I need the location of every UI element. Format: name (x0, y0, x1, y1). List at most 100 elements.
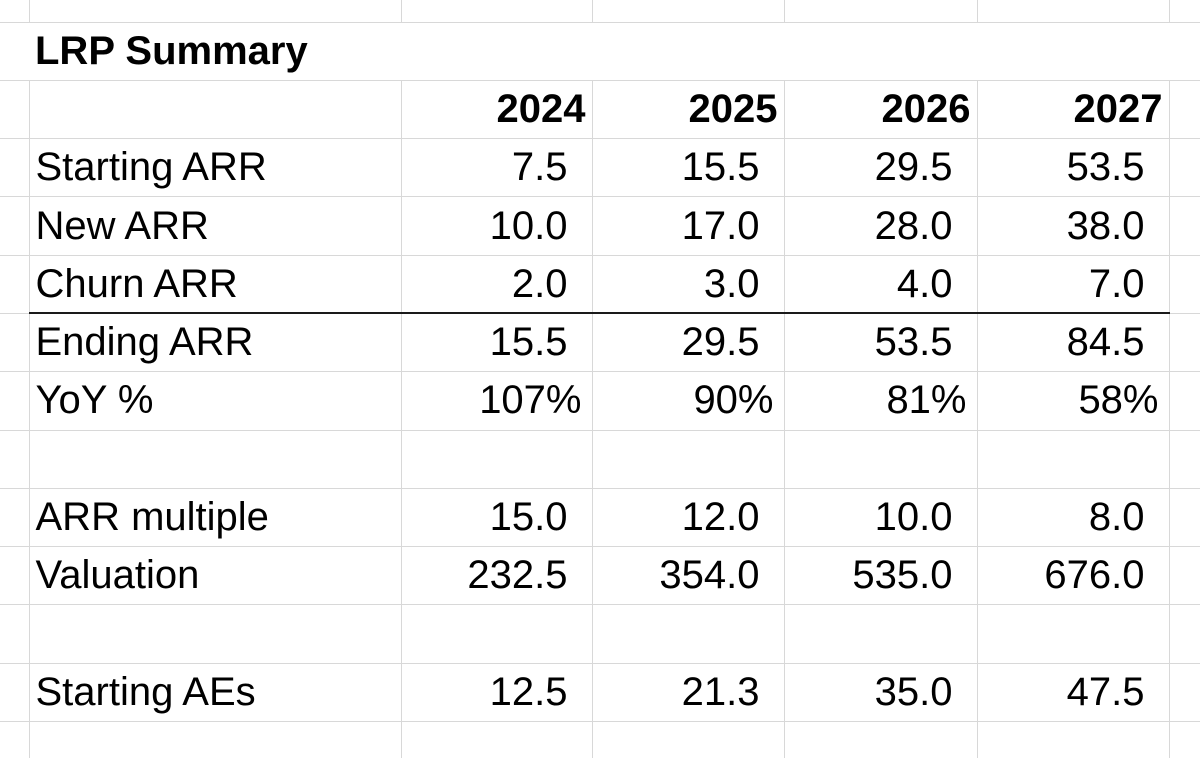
row-label-cell[interactable]: Ending ARR (29, 313, 402, 373)
empty-cell[interactable] (29, 0, 402, 23)
gutter-cell[interactable] (0, 488, 30, 548)
empty-cell[interactable] (592, 0, 785, 23)
gutter-cell[interactable] (0, 0, 30, 23)
empty-cell[interactable] (1169, 604, 1200, 664)
value-cell[interactable]: 53.5 (784, 313, 978, 373)
gutter-cell[interactable] (0, 255, 30, 314)
empty-cell[interactable] (401, 721, 593, 758)
gutter-cell[interactable] (0, 546, 30, 606)
value-cell[interactable]: 17.0 (592, 196, 785, 256)
empty-cell[interactable] (29, 604, 402, 664)
empty-cell[interactable] (1169, 722, 1200, 758)
value-cell[interactable]: 15.5 (592, 138, 785, 198)
value-cell[interactable]: 15.0 (401, 488, 593, 548)
row-label-cell[interactable]: Starting AEs (29, 663, 402, 723)
value-cell[interactable]: 35.0 (784, 663, 978, 723)
row-label-cell[interactable]: Starting ARR (29, 138, 402, 198)
value-cell[interactable]: 81% (784, 371, 978, 431)
value-cell[interactable]: 21.3 (592, 663, 785, 723)
empty-cell[interactable] (1169, 430, 1200, 489)
table-row: YoY % 107% 90% 81% 58% (0, 371, 1200, 431)
gutter-cell[interactable] (0, 604, 30, 664)
empty-cell[interactable] (29, 430, 402, 489)
table-row (0, 604, 1200, 664)
empty-cell[interactable] (401, 430, 593, 489)
empty-cell[interactable] (784, 604, 978, 664)
empty-cell[interactable] (401, 604, 593, 664)
empty-cell[interactable] (1169, 313, 1200, 373)
value-cell[interactable]: 676.0 (977, 546, 1170, 606)
value-cell[interactable]: 12.0 (592, 488, 785, 548)
table-row: Churn ARR 2.0 3.0 4.0 7.0 (0, 255, 1200, 315)
table-row: ARR multiple 15.0 12.0 10.0 8.0 (0, 488, 1200, 548)
empty-cell[interactable] (784, 0, 978, 23)
gutter-cell[interactable] (0, 138, 30, 198)
value-cell[interactable]: 7.0 (977, 255, 1170, 315)
gutter-cell[interactable] (0, 430, 30, 489)
row-label-cell[interactable]: Churn ARR (29, 255, 402, 315)
empty-cell[interactable] (1169, 371, 1200, 431)
empty-cell[interactable] (29, 80, 402, 140)
empty-cell[interactable] (1169, 80, 1200, 140)
value-cell[interactable]: 47.5 (977, 663, 1170, 723)
row-label-cell[interactable]: Valuation (29, 546, 402, 606)
value-cell[interactable]: 29.5 (784, 138, 978, 198)
empty-cell[interactable] (977, 604, 1170, 664)
empty-cell[interactable] (977, 721, 1170, 758)
value-cell[interactable]: 3.0 (592, 255, 785, 315)
row-label-cell[interactable]: ARR multiple (29, 488, 402, 548)
year-header[interactable]: 2024 (401, 80, 593, 140)
year-header[interactable]: 2025 (592, 80, 785, 140)
empty-cell[interactable] (1169, 196, 1200, 256)
value-cell[interactable]: 7.5 (401, 138, 593, 198)
empty-cell[interactable] (1169, 138, 1200, 198)
sheet-title-cell[interactable]: LRP Summary (0, 22, 1200, 81)
value-cell[interactable]: 8.0 (977, 488, 1170, 548)
table-row: Ending ARR 15.5 29.5 53.5 84.5 (0, 313, 1200, 373)
empty-cell[interactable] (1169, 488, 1200, 548)
table-row (0, 0, 1200, 23)
empty-cell[interactable] (592, 430, 785, 489)
gutter-cell[interactable] (0, 196, 30, 256)
table-row: Valuation 232.5 354.0 535.0 676.0 (0, 546, 1200, 606)
empty-cell[interactable] (784, 721, 978, 758)
empty-cell[interactable] (29, 721, 402, 758)
year-header[interactable]: 2027 (977, 80, 1170, 140)
empty-cell[interactable] (1169, 0, 1200, 23)
gutter-cell[interactable] (0, 313, 30, 373)
empty-cell[interactable] (1169, 663, 1200, 723)
gutter-cell[interactable] (0, 371, 30, 431)
gutter-cell[interactable] (0, 80, 30, 140)
value-cell[interactable]: 58% (977, 371, 1170, 431)
value-cell[interactable]: 28.0 (784, 196, 978, 256)
value-cell[interactable]: 12.5 (401, 663, 593, 723)
empty-cell[interactable] (592, 721, 785, 758)
value-cell[interactable]: 38.0 (977, 196, 1170, 256)
empty-cell[interactable] (1169, 546, 1200, 606)
empty-cell[interactable] (784, 430, 978, 489)
value-cell[interactable]: 535.0 (784, 546, 978, 606)
empty-cell[interactable] (1169, 255, 1200, 314)
value-cell[interactable]: 29.5 (592, 313, 785, 373)
row-label-cell[interactable]: YoY % (29, 371, 402, 431)
value-cell[interactable]: 232.5 (401, 546, 593, 606)
value-cell[interactable]: 10.0 (401, 196, 593, 256)
value-cell[interactable]: 84.5 (977, 313, 1170, 373)
value-cell[interactable]: 4.0 (784, 255, 978, 315)
empty-cell[interactable] (401, 0, 593, 23)
gutter-cell[interactable] (0, 663, 30, 723)
table-row (0, 721, 1200, 758)
value-cell[interactable]: 90% (592, 371, 785, 431)
value-cell[interactable]: 15.5 (401, 313, 593, 373)
empty-cell[interactable] (592, 604, 785, 664)
row-label-cell[interactable]: New ARR (29, 196, 402, 256)
empty-cell[interactable] (977, 0, 1170, 23)
gutter-cell[interactable] (0, 721, 30, 758)
value-cell[interactable]: 53.5 (977, 138, 1170, 198)
value-cell[interactable]: 10.0 (784, 488, 978, 548)
value-cell[interactable]: 2.0 (401, 255, 593, 315)
value-cell[interactable]: 354.0 (592, 546, 785, 606)
year-header[interactable]: 2026 (784, 80, 978, 140)
empty-cell[interactable] (977, 430, 1170, 489)
value-cell[interactable]: 107% (401, 371, 593, 431)
